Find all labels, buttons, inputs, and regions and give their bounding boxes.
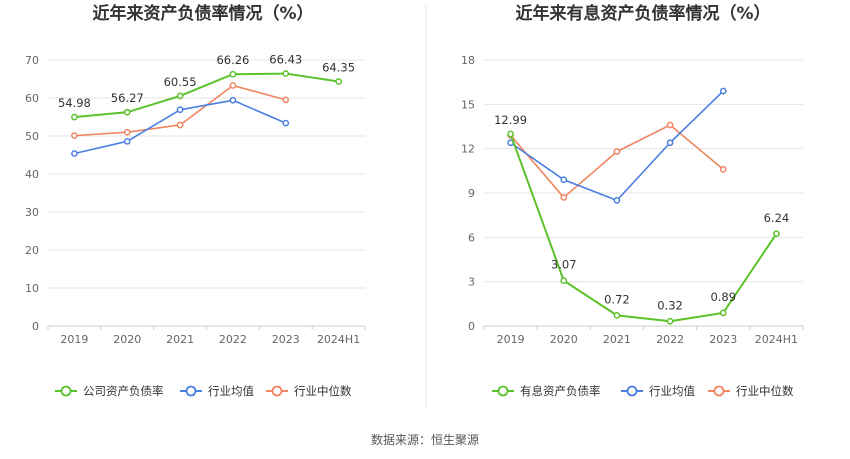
data-point <box>719 309 727 317</box>
x-tick-label: 2019 <box>497 333 525 346</box>
data-label: 0.72 <box>604 292 630 306</box>
data-point <box>71 113 78 121</box>
x-tick-label: 2022 <box>219 333 247 346</box>
data-point <box>666 139 674 147</box>
x-tick-label: 2021 <box>603 333 631 346</box>
legend-marker-icon <box>271 385 283 397</box>
data-point <box>560 176 568 184</box>
data-point <box>560 194 568 201</box>
legend-marker-icon <box>497 385 509 397</box>
data-label: 66.26 <box>216 53 249 67</box>
data-point <box>176 121 184 129</box>
data-point <box>507 130 514 138</box>
data-label: 6.24 <box>764 211 790 225</box>
y-tick-label: 3 <box>468 276 475 289</box>
data-label: 54.98 <box>58 96 91 110</box>
y-tick-label: 20 <box>25 244 39 257</box>
data-source-note: 数据来源：恒生聚源 <box>370 433 479 447</box>
data-point <box>176 106 184 114</box>
data-point <box>719 87 727 95</box>
series-line <box>509 133 778 323</box>
legend-item[interactable]: 有息资产负债率 <box>492 384 601 398</box>
y-tick-label: 70 <box>25 54 39 67</box>
y-tick-label: 0 <box>468 320 475 333</box>
data-label: 64.35 <box>322 60 355 74</box>
data-point <box>229 96 237 104</box>
y-tick-label: 40 <box>25 168 39 181</box>
x-tick-label: 2023 <box>709 333 737 346</box>
x-tick-label: 2023 <box>272 333 300 346</box>
data-point <box>123 128 131 136</box>
y-tick-label: 60 <box>25 92 39 105</box>
data-point <box>229 82 237 89</box>
data-point <box>719 166 727 173</box>
legend-item[interactable]: 行业中位数 <box>708 384 794 398</box>
data-point <box>71 150 78 157</box>
data-label: 3.07 <box>551 258 577 272</box>
legend-marker-icon <box>626 385 638 397</box>
y-tick-label: 50 <box>25 130 39 143</box>
data-point <box>666 317 674 325</box>
data-label: 56.27 <box>111 91 144 105</box>
data-point <box>613 197 621 204</box>
asset-liability-ratio-chart: 近年来资产负债率情况（%） 0 10 20 30 40 50 60 70 2019 2020 2021… <box>25 3 366 398</box>
x-tick-label: 2019 <box>60 333 88 346</box>
data-point <box>773 230 780 238</box>
x-tick-label: 2021 <box>166 333 194 346</box>
x-tick-label: 2024H1 <box>755 333 798 346</box>
y-tick-label: 6 <box>468 231 475 244</box>
legend-label: 有息资产负债率 <box>520 384 601 398</box>
data-point <box>560 277 568 284</box>
data-point <box>666 121 674 129</box>
data-point <box>335 78 342 85</box>
series-line <box>74 72 339 119</box>
data-label: 0.32 <box>657 298 683 312</box>
legend-item[interactable]: 行业中位数 <box>266 384 352 398</box>
legend-label: 行业均值 <box>649 384 695 398</box>
y-tick-label: 15 <box>461 98 475 111</box>
legend-marker-icon <box>713 385 725 397</box>
x-tick-label: 2024H1 <box>317 333 360 346</box>
legend-label: 公司资产负债率 <box>83 384 164 398</box>
data-point <box>282 96 290 104</box>
data-label: 66.43 <box>269 53 302 67</box>
data-label: 0.89 <box>710 290 736 304</box>
series-line <box>509 124 724 199</box>
chart-title: 近年来资产负债率情况（%） <box>92 3 313 24</box>
data-point <box>176 92 184 100</box>
data-point <box>123 137 131 145</box>
data-point <box>282 70 290 77</box>
legend-label: 行业均值 <box>208 384 254 398</box>
legend-marker-icon <box>185 385 197 397</box>
legend-label: 行业中位数 <box>736 384 794 398</box>
legend-marker-icon <box>60 385 72 397</box>
legend-label: 行业中位数 <box>294 384 352 398</box>
x-tick-label: 2020 <box>550 333 578 346</box>
data-point <box>613 312 621 319</box>
data-point <box>71 132 78 139</box>
data-label: 60.55 <box>164 75 197 89</box>
y-tick-label: 30 <box>25 206 39 219</box>
y-tick-label: 0 <box>32 320 39 333</box>
y-tick-label: 10 <box>25 282 39 295</box>
y-tick-label: 18 <box>461 54 475 67</box>
data-label: 12.99 <box>494 113 527 127</box>
data-point <box>282 119 290 127</box>
legend-item[interactable]: 行业均值 <box>180 384 254 398</box>
series-line <box>510 90 724 202</box>
data-point <box>123 108 131 116</box>
y-tick-label: 12 <box>461 143 475 156</box>
data-point <box>613 148 621 155</box>
data-point <box>229 70 237 78</box>
chart-title: 近年来有息资产负债率情况（%） <box>515 3 770 24</box>
interest-bearing-liability-ratio-chart: 近年来有息资产负债率情况（%） 0 3 6 9 12 15 18 2019 2020 2021 202… <box>461 3 804 398</box>
legend-item[interactable]: 公司资产负债率 <box>55 384 164 398</box>
x-tick-label: 2022 <box>656 333 684 346</box>
x-tick-label: 2020 <box>113 333 141 346</box>
y-tick-label: 9 <box>468 187 475 200</box>
legend-item[interactable]: 行业均值 <box>621 384 695 398</box>
